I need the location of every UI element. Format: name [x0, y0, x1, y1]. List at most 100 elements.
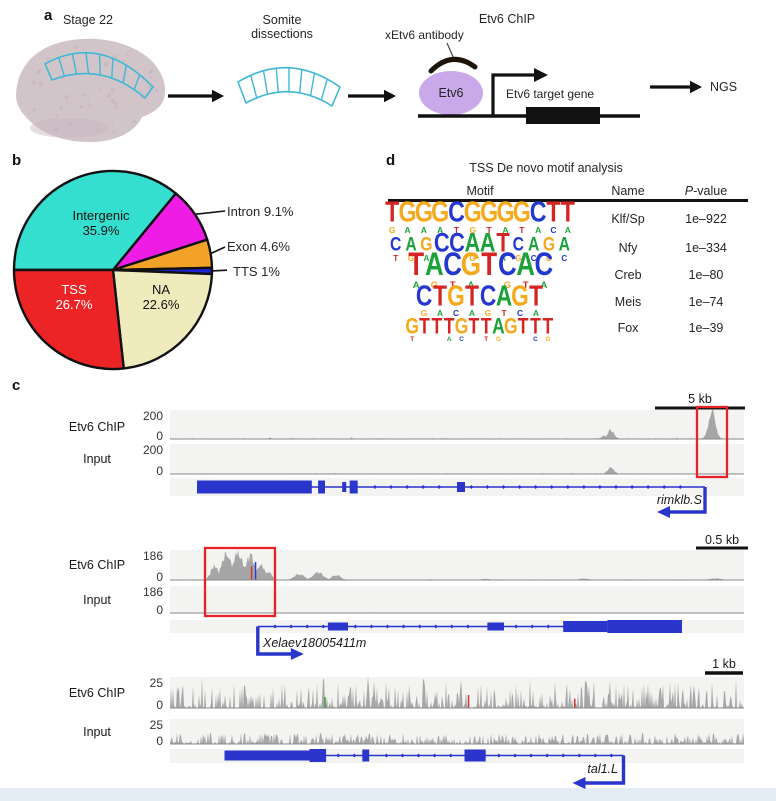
table-header-rule: [388, 199, 748, 202]
motif-letter: G: [398, 195, 417, 229]
motif-letter: T: [468, 313, 480, 339]
motif-letter: C: [498, 247, 517, 283]
somite-dissections-label: Somite dissections: [251, 13, 313, 41]
etv6-chip-title: Etv6 ChIP: [478, 12, 536, 26]
somite-divider: [250, 75, 258, 98]
gene-tick: [437, 485, 442, 489]
track-background: [170, 444, 744, 474]
motif-letter: T: [408, 247, 425, 283]
workflow-arrow-1-head: [212, 89, 224, 103]
motif-name: Creb: [614, 268, 642, 282]
motif-position: C: [449, 229, 465, 263]
motif-sub-letter: G: [420, 307, 428, 318]
motif-letter: T: [529, 279, 543, 312]
somite-divider: [299, 69, 303, 93]
motif-sub-letter: T: [453, 224, 460, 235]
peak-highlight-box: [695, 405, 729, 479]
motif-letter: G: [414, 195, 433, 229]
track-signal-etv6-chip: [170, 676, 744, 708]
ngs-label: NGS: [710, 80, 738, 94]
peak-highlight-box: [203, 546, 277, 618]
gene-tick: [609, 753, 614, 758]
motif-letter: A: [405, 234, 417, 256]
motif-name: Klf/Sp: [611, 212, 645, 226]
motif-table-rows: T G G A G A G A C T G G G T G A G T C A T C T A Klf/Sp 1e–922 C T A G…: [385, 195, 760, 353]
motif-letter: A: [558, 234, 570, 256]
mismatch-mark: [254, 562, 257, 580]
track-background: [170, 410, 744, 439]
motif-row-meis: C G T A G C T A C G A T G C T A Meis 1e–74: [385, 282, 760, 318]
gene-tick: [593, 753, 598, 758]
axis-ymax: 200: [143, 409, 163, 423]
somite-divider: [133, 74, 141, 90]
track-label: Input: [83, 725, 111, 739]
scale-bar-label: 1 kb: [712, 657, 736, 671]
gene-tick: [577, 753, 582, 758]
pie-label-tts: TTS 1%: [233, 264, 280, 279]
gene-name-label: Xelaev18005411m: [262, 636, 366, 650]
mismatch-mark: [324, 697, 326, 708]
motif-position: T: [517, 315, 529, 343]
motif-sub-letter: T: [522, 279, 529, 291]
motif-letter: G: [480, 195, 499, 229]
motif-letter: C: [415, 279, 433, 312]
motif-sub-letter: C: [550, 224, 557, 235]
motif-sub-letter: G: [503, 279, 512, 291]
gene-tick: [529, 753, 533, 758]
embryo-texture-speckle: [114, 105, 119, 110]
gene-exon: [197, 480, 312, 494]
motif-letter: T: [542, 313, 554, 339]
embryo-texture-speckle: [149, 68, 154, 73]
motif-letter: C: [534, 247, 554, 283]
antibody-arc: [428, 57, 478, 74]
axis-ymax: 25: [150, 718, 164, 732]
embryo-texture-speckle: [68, 113, 71, 116]
somite-band-on-embryo: [44, 51, 154, 99]
embryo-texture-speckle: [126, 53, 129, 57]
motif-sub-letter: A: [467, 279, 475, 291]
motif-sub-letter: A: [540, 279, 548, 291]
pie-label-tss: TSS 26.7%: [55, 282, 93, 312]
motif-sub-letter: A: [412, 279, 420, 291]
somite-divider: [98, 54, 101, 76]
motif-letter: T: [480, 313, 492, 339]
pie-label-exon: Exon 4.6%: [227, 239, 290, 254]
somite-divider: [309, 73, 316, 96]
embryo-texture-speckle: [111, 121, 114, 125]
motif-letter: A: [464, 226, 481, 258]
embryo-texture-speckle: [55, 114, 59, 117]
motif-pvalue: 1e–74: [688, 295, 724, 309]
embryo-texture-speckle: [104, 61, 109, 66]
track-label: Etv6 ChIP: [69, 558, 125, 572]
gene-tss-arrow: [669, 487, 707, 514]
gene-exon: [464, 749, 486, 762]
embryo-texture-speckle: [87, 97, 90, 100]
gene-exon: [342, 482, 347, 492]
motif-sub-letter: G: [469, 224, 477, 235]
axis-ymax: 186: [143, 549, 163, 563]
motif-letter: T: [433, 279, 447, 312]
gene-tss-arrow: [256, 626, 292, 656]
antibody-pointer-line: [446, 42, 455, 60]
motif-sub-letter: A: [500, 254, 506, 263]
column-header-name: Name: [611, 184, 645, 198]
somite-divider: [71, 53, 78, 75]
scale-bar-label: 5 kb: [688, 392, 712, 406]
embryo-texture-speckle: [110, 98, 116, 104]
gene-tick: [561, 753, 566, 758]
motif-letter: C: [512, 234, 524, 256]
workflow-arrow-2-head: [384, 89, 396, 103]
gene-tss-arrow: [584, 755, 626, 785]
